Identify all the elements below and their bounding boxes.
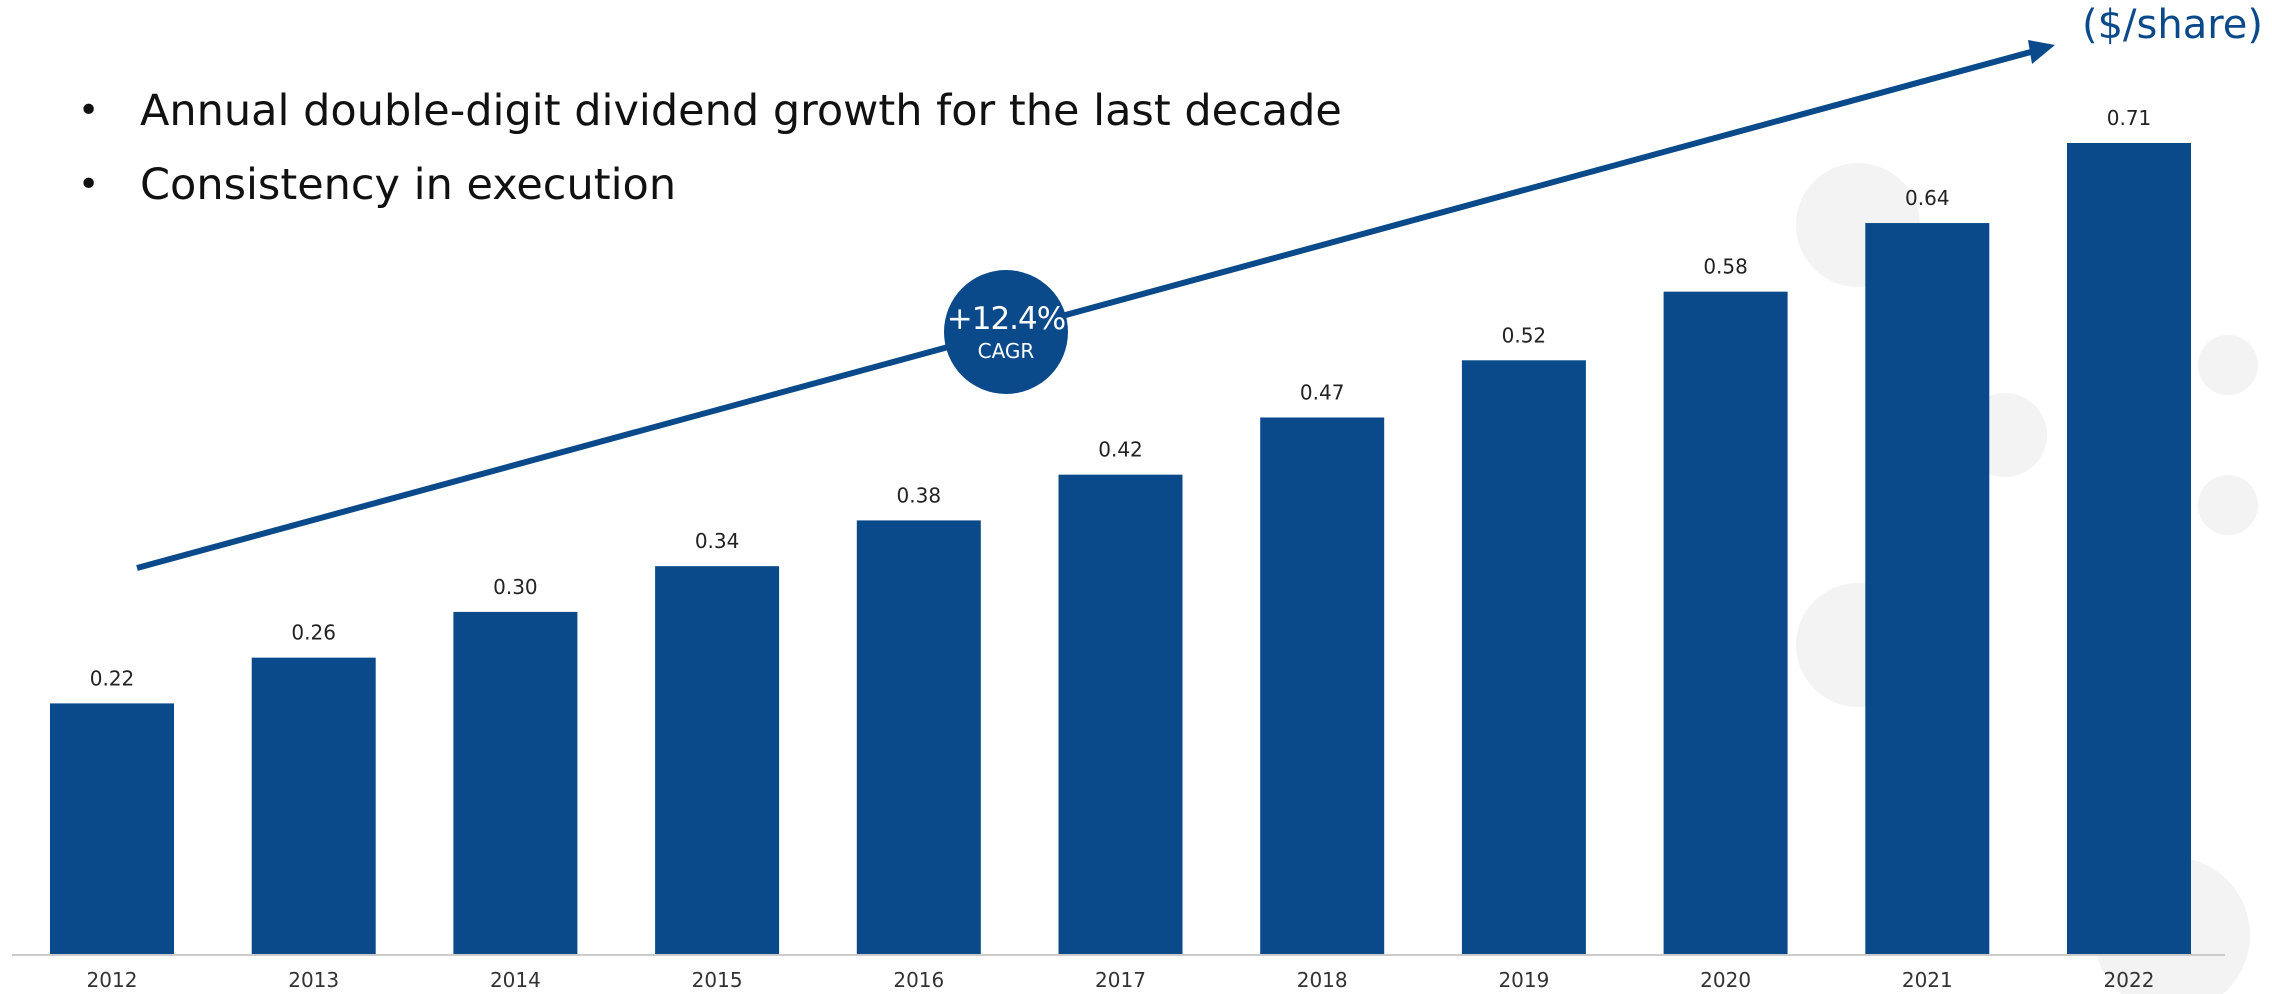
cagr-value: +12.4% bbox=[946, 301, 1066, 337]
deco-circle bbox=[2198, 335, 2258, 395]
growth-arrow-line bbox=[136, 47, 2039, 571]
data-label-2013: 0.26 bbox=[291, 621, 336, 645]
data-label-2017: 0.42 bbox=[1098, 438, 1143, 462]
x-tick-label-2021: 2021 bbox=[1902, 968, 1953, 992]
bar-2019 bbox=[1461, 360, 1586, 955]
x-tick-label-2015: 2015 bbox=[692, 968, 743, 992]
bar-2020 bbox=[1663, 291, 1788, 956]
x-tick-label-2014: 2014 bbox=[490, 968, 541, 992]
x-tick-label-2020: 2020 bbox=[1700, 968, 1751, 992]
bullet-text: Consistency in execution bbox=[140, 160, 677, 210]
bullet-text: Annual double-digit dividend growth for … bbox=[140, 86, 1342, 136]
data-label-2021: 0.64 bbox=[1905, 186, 1950, 210]
x-tick-label-2019: 2019 bbox=[1498, 968, 1549, 992]
bullet-item: • Annual double-digit dividend growth for… bbox=[78, 82, 1342, 156]
data-label-2019: 0.52 bbox=[1502, 323, 1547, 347]
bar-2013 bbox=[251, 657, 376, 955]
cagr-label: CAGR bbox=[977, 339, 1035, 363]
bar-2021 bbox=[1865, 223, 1990, 955]
data-label-2020: 0.58 bbox=[1703, 255, 1748, 279]
bullet-item: • Consistency in execution bbox=[78, 156, 1342, 230]
deco-circle bbox=[2198, 475, 2258, 535]
bar-2022 bbox=[2067, 143, 2191, 955]
bar-2018 bbox=[1260, 417, 1385, 955]
x-tick-label-2017: 2017 bbox=[1095, 968, 1146, 992]
bullet-dot-icon: • bbox=[78, 164, 100, 205]
data-label-2022: 0.71 bbox=[2107, 106, 2152, 130]
data-label-2012: 0.22 bbox=[90, 666, 135, 690]
x-tick-label-2022: 2022 bbox=[2104, 968, 2155, 992]
unit-label: ($/share) bbox=[2081, 2, 2263, 48]
bar-2017 bbox=[1058, 474, 1183, 955]
bullet-dot-icon: • bbox=[78, 90, 100, 131]
data-label-2018: 0.47 bbox=[1300, 380, 1345, 404]
x-tick-label-2013: 2013 bbox=[288, 968, 339, 992]
bar-2015 bbox=[655, 566, 780, 955]
cagr-badge: +12.4% CAGR bbox=[944, 270, 1068, 394]
bar-2016 bbox=[856, 520, 981, 955]
data-label-2014: 0.30 bbox=[493, 575, 538, 599]
bullet-list: • Annual double-digit dividend growth for… bbox=[78, 82, 1342, 230]
growth-arrow bbox=[136, 40, 2055, 571]
x-tick-label-2012: 2012 bbox=[87, 968, 138, 992]
x-tick-label-2018: 2018 bbox=[1297, 968, 1348, 992]
bar-2012 bbox=[50, 703, 174, 955]
arrow-head-icon bbox=[2028, 40, 2055, 64]
data-label-2015: 0.34 bbox=[695, 529, 740, 553]
data-label-2016: 0.38 bbox=[897, 483, 942, 507]
bar-2014 bbox=[453, 611, 578, 955]
x-tick-label-2016: 2016 bbox=[893, 968, 944, 992]
